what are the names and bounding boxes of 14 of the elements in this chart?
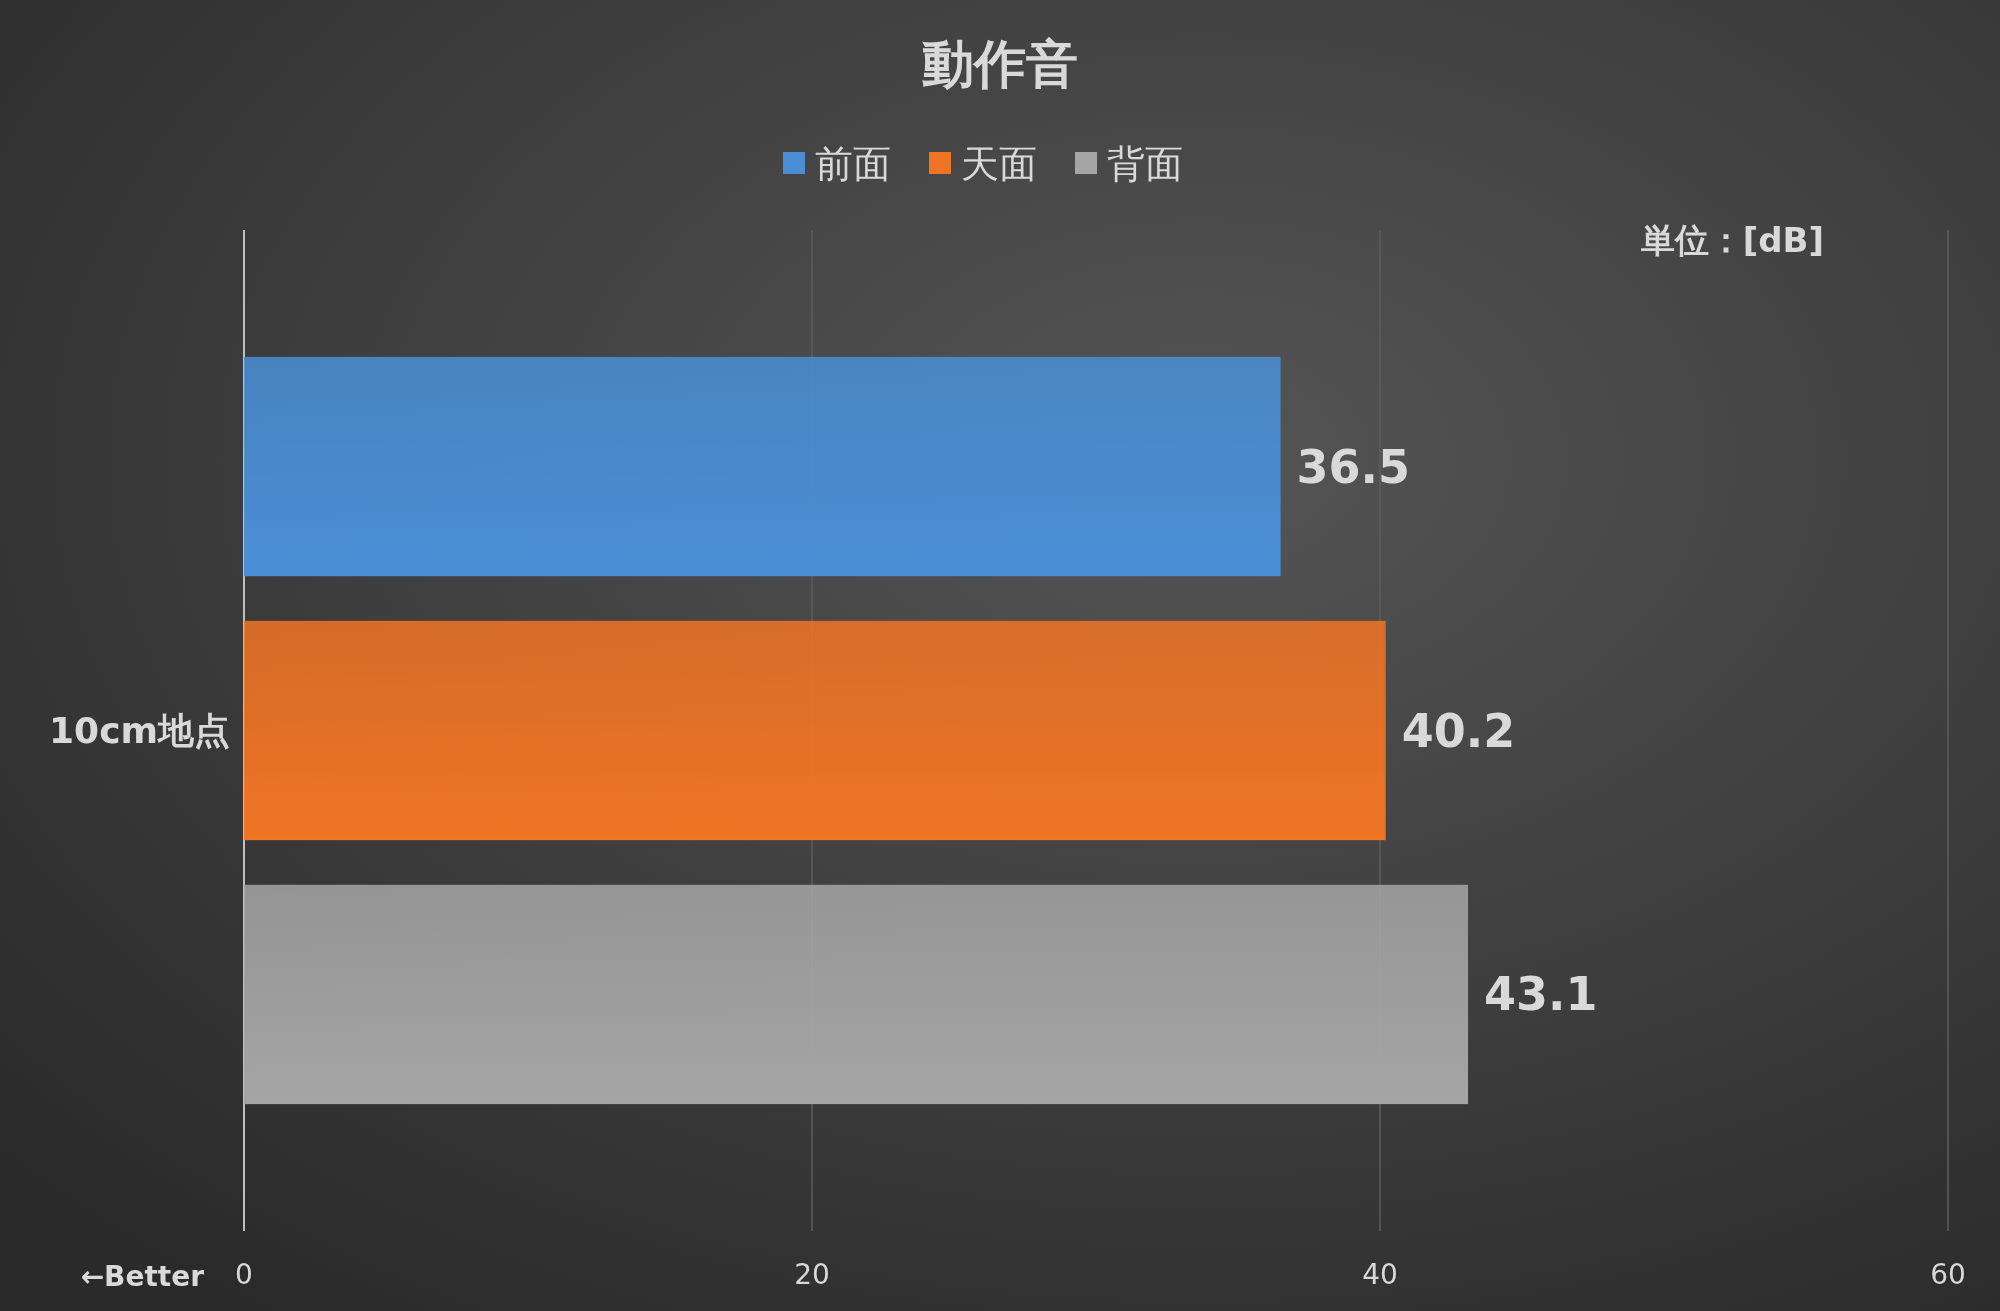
legend-label: 前面 <box>815 142 891 186</box>
data-label: 40.2 <box>1401 703 1516 758</box>
text: ←Better <box>80 1260 205 1293</box>
annotation: 単位：[dB] <box>1640 220 1824 260</box>
legend-label: 天面 <box>961 142 1037 186</box>
data-label: 43.1 <box>1484 967 1598 1022</box>
x-tick-label: 0 <box>235 1258 253 1291</box>
chart-title: 動作音 <box>922 34 1078 94</box>
data-label: 36.5 <box>1296 439 1411 494</box>
y-tick-label: 10cm地点 <box>49 709 230 751</box>
x-tick-label: 60 <box>1930 1258 1966 1291</box>
x-tick-label: 20 <box>794 1258 830 1291</box>
legend-label: 背面 <box>1107 142 1183 186</box>
x-tick-label: 40 <box>1362 1258 1398 1291</box>
